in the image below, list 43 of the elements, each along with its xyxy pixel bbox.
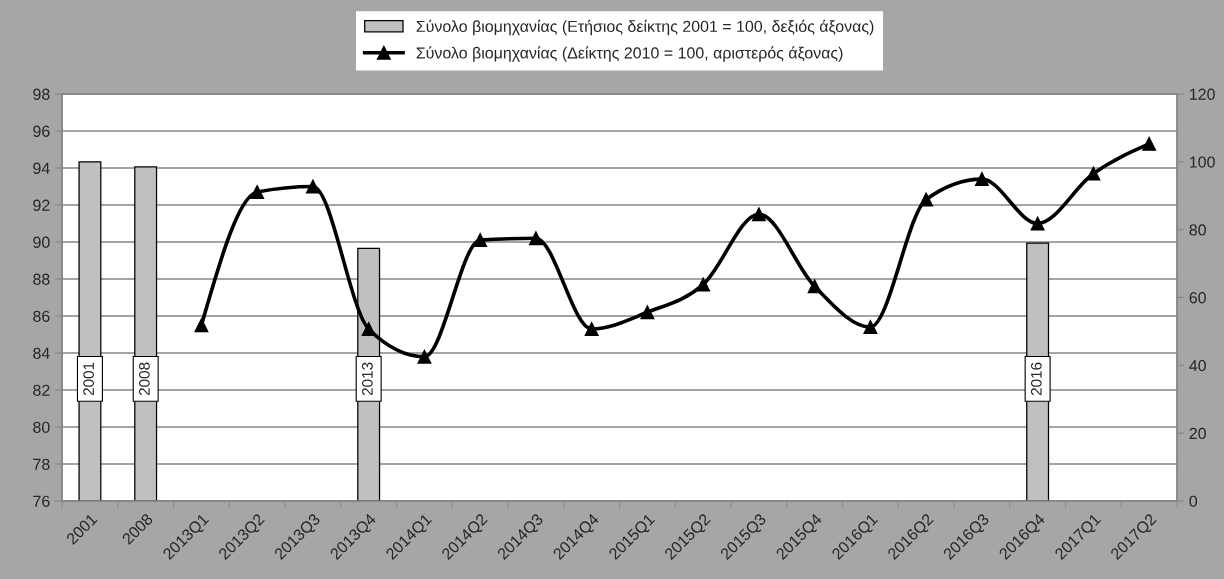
- point: [1142, 136, 1157, 151]
- y-tick-label: 80: [33, 421, 50, 433]
- legend-label: Σύνολο βιομηχανίας (Δείκτης 2010 = 100, αριστερός άξονας): [416, 46, 843, 62]
- point: [640, 305, 655, 320]
- annotation: 2016: [1030, 362, 1042, 396]
- point: [194, 318, 209, 333]
- point: [1086, 166, 1101, 181]
- point: [974, 172, 989, 187]
- y-tick-label: 78: [33, 458, 50, 470]
- y-tick-label: 82: [33, 384, 50, 396]
- point: [528, 231, 543, 246]
- y-tick-label: 92: [33, 199, 50, 211]
- y-tick-label: 90: [33, 236, 50, 248]
- y-tick-label: 84: [33, 347, 50, 359]
- legend-label: Σύνολο βιομηχανίας (Ετήσιος δείκτης 2001 = 100, δεξιός άξονας): [416, 19, 874, 36]
- y2-tick-label: 60: [1189, 292, 1206, 304]
- y-tick-label: 98: [33, 88, 50, 100]
- y2-tick-label: 100: [1190, 156, 1215, 168]
- point: [250, 185, 265, 199]
- y-tick-label: 96: [33, 125, 50, 137]
- point: [919, 192, 934, 207]
- point: [417, 349, 432, 364]
- point: [863, 320, 878, 335]
- point: [751, 207, 766, 222]
- y2-tick-label: 120: [1190, 88, 1215, 100]
- annotation: 2013: [361, 362, 373, 396]
- point: [807, 279, 822, 294]
- point: [305, 179, 320, 194]
- y2-tick-label: 40: [1189, 359, 1206, 372]
- point: [361, 321, 376, 336]
- y2-tick-label: 20: [1189, 427, 1206, 440]
- annotation: 2008: [138, 362, 150, 396]
- point: [696, 277, 711, 292]
- point: [584, 321, 599, 336]
- y2-tick-label: 0: [1189, 495, 1198, 507]
- annotation: 2001: [83, 362, 95, 396]
- y-tick-label: 76: [33, 495, 50, 507]
- point: [1030, 216, 1045, 231]
- y-tick-label: 86: [33, 310, 50, 322]
- y-tick-label: 88: [33, 273, 50, 285]
- y2-tick-label: 80: [1189, 224, 1206, 236]
- y-tick-label: 94: [33, 162, 50, 174]
- point: [473, 233, 488, 248]
